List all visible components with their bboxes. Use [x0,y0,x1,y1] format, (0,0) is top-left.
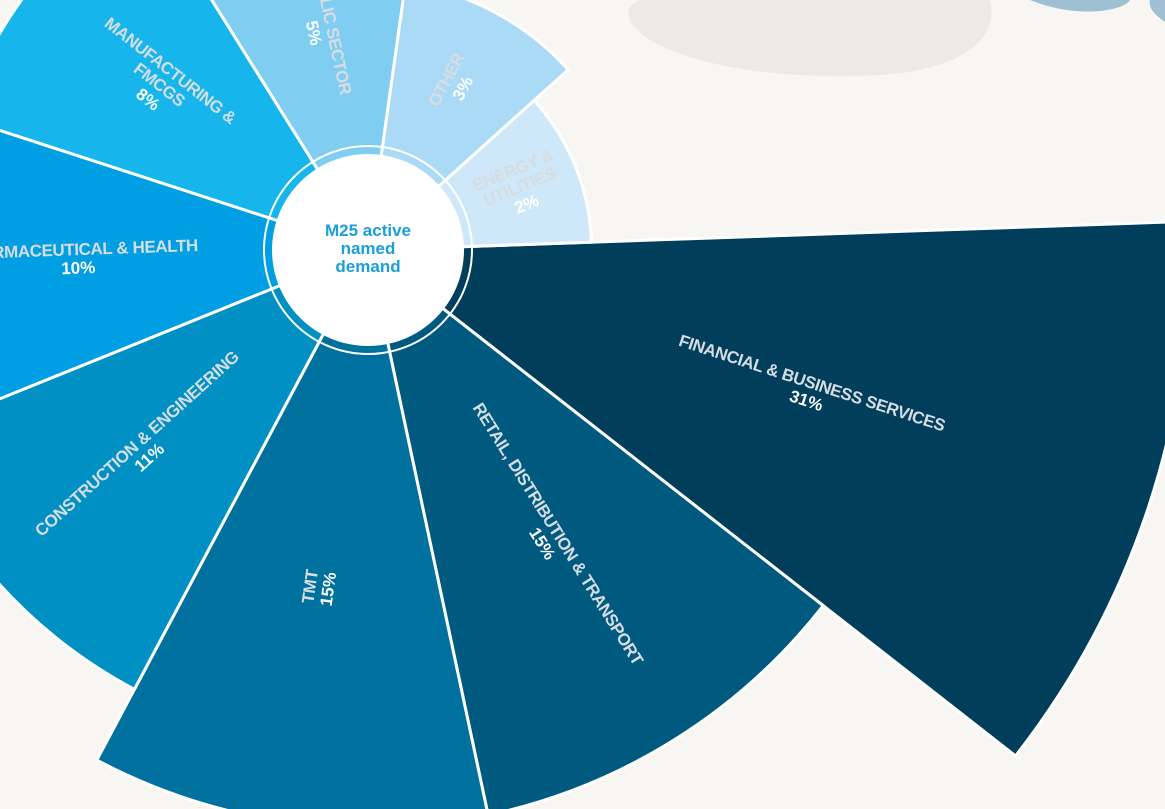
sector [94,245,489,809]
sector [0,0,372,253]
center-disc [272,154,464,346]
map-fragment [1149,0,1165,22]
sector [365,246,826,809]
value-label: 5% [302,19,326,47]
center-ring [263,145,473,355]
map-fragment [628,0,992,77]
category-label: TMT [299,568,323,605]
value-label: 10% [61,258,96,278]
value-label: 15% [317,571,341,607]
center-label: M25 active named demand [325,222,411,277]
sector [0,247,372,692]
sector [363,220,1165,759]
map-fragment [1030,0,1130,12]
sector [0,128,373,401]
